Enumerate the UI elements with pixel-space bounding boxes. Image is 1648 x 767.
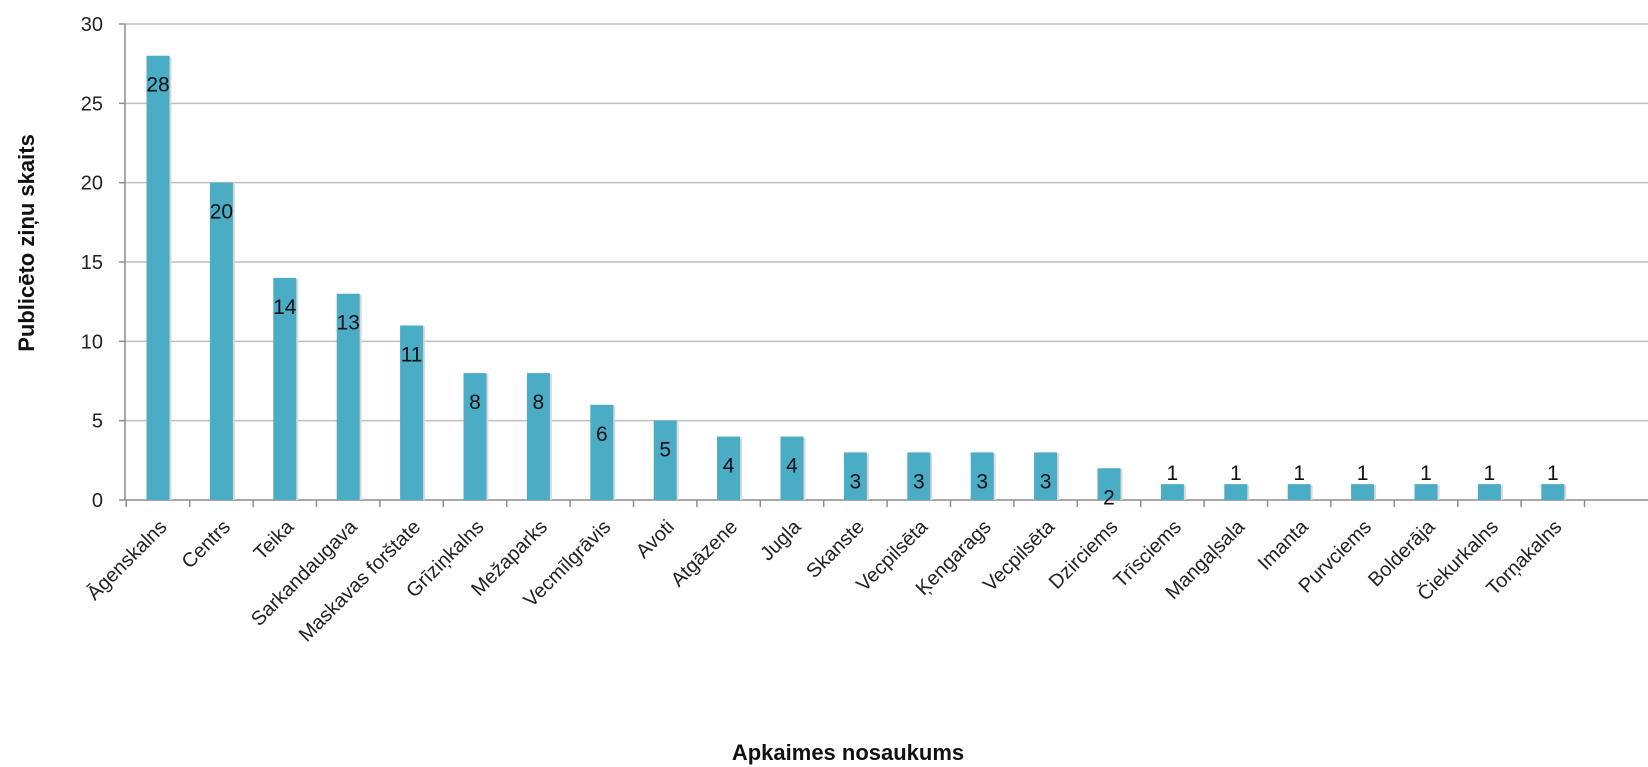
y-tick-labels: 0 5 10 15 20 25 30 xyxy=(81,14,103,512)
x-tick-label: Teika xyxy=(250,515,299,564)
bar xyxy=(717,436,741,500)
axes xyxy=(119,23,1648,507)
y-tick-label: 30 xyxy=(81,14,103,36)
bar xyxy=(400,325,424,500)
data-label: 4 xyxy=(786,455,798,478)
data-label: 1 xyxy=(1420,462,1432,485)
x-axis-title: Apkaimes nosaukums xyxy=(732,740,964,765)
data-label: 6 xyxy=(596,423,608,446)
data-label: 28 xyxy=(146,74,169,97)
data-label: 14 xyxy=(273,296,297,319)
bar xyxy=(1351,484,1375,500)
data-label: 2 xyxy=(1103,486,1115,509)
bar xyxy=(1477,484,1501,500)
data-label: 1 xyxy=(1357,462,1369,485)
bar xyxy=(1097,468,1121,500)
bar xyxy=(336,293,360,500)
bar xyxy=(970,452,994,500)
bar xyxy=(653,420,677,500)
x-tick-label: Dzirciems xyxy=(1045,516,1123,594)
y-tick-label: 25 xyxy=(81,93,103,115)
bar xyxy=(780,436,804,500)
y-tick-label: 20 xyxy=(81,173,103,195)
bar xyxy=(209,182,233,500)
data-label: 3 xyxy=(1040,470,1052,493)
data-label: 8 xyxy=(533,391,545,414)
bar xyxy=(1034,452,1058,500)
bar xyxy=(1414,484,1438,500)
y-axis-title: Publicēto ziņu skaits xyxy=(14,134,39,352)
data-label: 1 xyxy=(1167,462,1179,485)
data-label: 1 xyxy=(1484,462,1496,485)
bar xyxy=(1287,484,1311,500)
x-tick-label: Āgenskalns xyxy=(82,515,171,604)
bar xyxy=(526,373,550,500)
y-tick-label: 15 xyxy=(81,252,103,274)
bar xyxy=(463,373,487,500)
y-tick-label: 0 xyxy=(92,490,103,512)
y-tick-label: 10 xyxy=(81,331,103,353)
data-label: 1 xyxy=(1293,462,1305,485)
data-label: 1 xyxy=(1547,462,1559,485)
bar xyxy=(146,55,170,500)
x-tick-label: Avoti xyxy=(632,516,679,563)
x-tick-label: Atgāzene xyxy=(667,516,742,591)
data-label: 1 xyxy=(1230,462,1242,485)
x-tick-label: Jugla xyxy=(756,515,806,565)
data-label: 11 xyxy=(401,343,423,366)
data-label: 20 xyxy=(210,201,233,224)
x-tick-label: Imanta xyxy=(1254,515,1313,574)
bars xyxy=(146,55,1567,500)
data-label: 8 xyxy=(469,391,481,414)
gridlines xyxy=(125,23,1648,422)
data-label: 3 xyxy=(850,470,862,493)
bar xyxy=(1541,484,1565,500)
x-tick-labels: Āgenskalns Centrs TeikaSarkandaugavaMaskav… xyxy=(82,515,1566,646)
bar xyxy=(273,277,297,500)
x-tick-label: Sarkandaugava xyxy=(247,515,362,630)
bar xyxy=(1160,484,1184,500)
data-label: 5 xyxy=(659,439,671,462)
data-label: 4 xyxy=(723,455,735,478)
data-label: 3 xyxy=(976,470,988,493)
x-tick-label: Maskavas forštate xyxy=(295,516,425,646)
data-label: 13 xyxy=(337,312,360,335)
bar xyxy=(1224,484,1248,500)
y-tick-label: 5 xyxy=(92,411,103,433)
bar xyxy=(907,452,931,500)
bar xyxy=(590,404,614,500)
bar xyxy=(843,452,867,500)
data-label: 3 xyxy=(913,470,925,493)
x-tick-label: Centrs xyxy=(178,516,235,573)
